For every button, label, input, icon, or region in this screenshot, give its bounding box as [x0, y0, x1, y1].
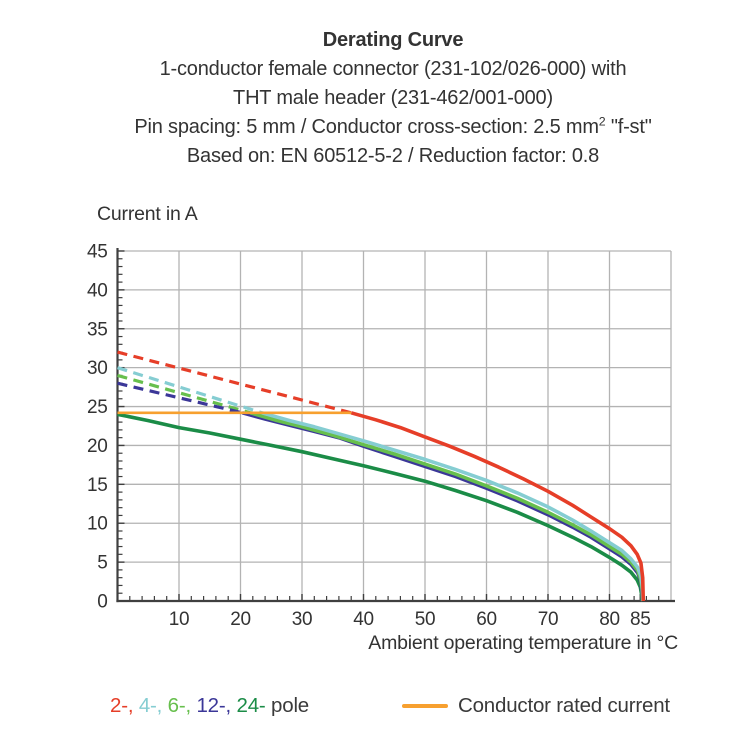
- x-tick-label-70: 70: [538, 609, 559, 630]
- curve-24-pole: [117, 412, 644, 602]
- chart-subtitle-header: THT male header (231-462/001-000): [233, 87, 553, 109]
- y-tick-label-10: 10: [87, 514, 108, 535]
- y-tick-label-40: 40: [87, 280, 108, 301]
- y-tick-label-45: 45: [87, 241, 108, 262]
- x-tick-label-20: 20: [230, 609, 251, 630]
- legend-pole-suffix: pole: [265, 694, 310, 717]
- y-tick-label-5: 5: [97, 553, 107, 574]
- chart-subtitle-spec: Pin spacing: 5 mm / Conductor cross-sect…: [134, 114, 652, 138]
- chart-header: Derating Curve 1-conductor female connec…: [18, 26, 750, 171]
- x-tick-label-40: 40: [353, 609, 374, 630]
- legend-pole-2: 2-,: [110, 694, 139, 717]
- curve-dashed-4-pole: [117, 366, 263, 415]
- rated-current-line-swatch: [402, 704, 448, 708]
- y-axis-title: Current in A: [97, 203, 198, 225]
- x-tick-label-60: 60: [476, 609, 497, 630]
- chart-subtitle-standard: Based on: EN 60512-5-2 / Reduction facto…: [186, 145, 600, 167]
- chart-subtitle-connector: 1-conductor female connector (231-102/02…: [159, 58, 627, 80]
- y-tick-label-25: 25: [87, 397, 108, 418]
- x-tick-label-30: 30: [292, 609, 313, 630]
- legend-pole-6: 6-,: [167, 694, 197, 717]
- legend-pole-24: 24-: [236, 694, 266, 717]
- y-tick-label-30: 30: [87, 358, 108, 379]
- x-tick-label-80: 80: [599, 609, 620, 630]
- x-tick-label-50: 50: [415, 609, 436, 630]
- y-tick-label-35: 35: [87, 319, 108, 340]
- legend-rated-current: Conductor rated current: [402, 694, 670, 718]
- y-tick-label-15: 15: [87, 475, 108, 496]
- chart-title: Derating Curve: [322, 29, 464, 51]
- superscript-2: 2: [598, 114, 606, 129]
- x-axis-title: Ambient operating temperature in °C: [368, 632, 678, 654]
- curve-dashed-12-pole: [117, 381, 243, 415]
- rated-current-label: Conductor rated current: [458, 694, 670, 717]
- x-tick-label-10: 10: [169, 609, 190, 630]
- curve-6-pole: [249, 411, 645, 602]
- x-tick-label-85: 85: [630, 609, 651, 630]
- y-tick-label-20: 20: [87, 436, 108, 457]
- curve-2-pole: [350, 411, 646, 602]
- curve-4-pole: [261, 411, 645, 602]
- curve-dashed-6-pole: [117, 373, 251, 415]
- legend-pole-12: 12-,: [196, 694, 237, 717]
- y-tick-label-0: 0: [97, 592, 107, 613]
- curve-dashed-2-pole: [117, 350, 352, 415]
- legend-poles: 2-, 4-, 6-, 12-, 24- pole: [110, 694, 309, 718]
- legend-pole-4: 4-,: [138, 694, 168, 717]
